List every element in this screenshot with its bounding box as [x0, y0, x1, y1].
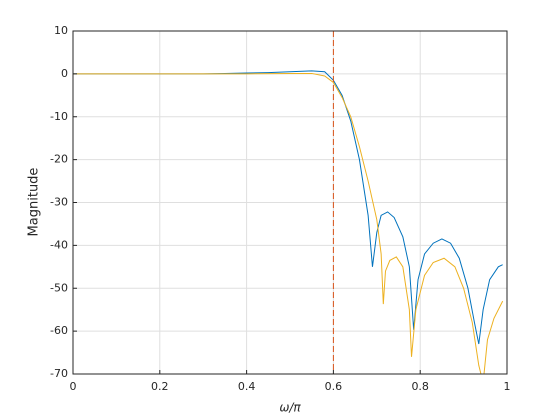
y-tick-label: -30: [50, 196, 68, 209]
x-tick-label: 1: [504, 380, 511, 393]
series-line: [73, 72, 504, 374]
series-line: [73, 70, 503, 345]
y-tick-label: -70: [50, 367, 68, 380]
y-tick-label: -40: [50, 238, 68, 251]
x-tick-label: 0.8: [411, 380, 429, 393]
y-tick-label: -60: [50, 324, 68, 337]
y-tick-label: -10: [50, 110, 68, 123]
ticks: 0 0.2 0.4 0.6 0.8 1 10 0 -10 -20 -30 -40 -50 -60 -70: [50, 24, 510, 393]
x-tick-label: 0.6: [325, 380, 343, 393]
y-tick-label: -50: [50, 281, 68, 294]
y-tick-label: 0: [61, 67, 68, 80]
y-tick-label: 10: [54, 24, 68, 37]
x-tick-label: 0: [70, 380, 77, 393]
x-tick-label: 0.4: [238, 380, 256, 393]
y-axis-label: Magnitude: [27, 168, 42, 237]
lines: [73, 31, 504, 374]
x-axis-label: ω/π: [279, 401, 301, 415]
y-tick-label: -20: [50, 153, 68, 166]
x-tick-label: 0.2: [151, 380, 169, 393]
